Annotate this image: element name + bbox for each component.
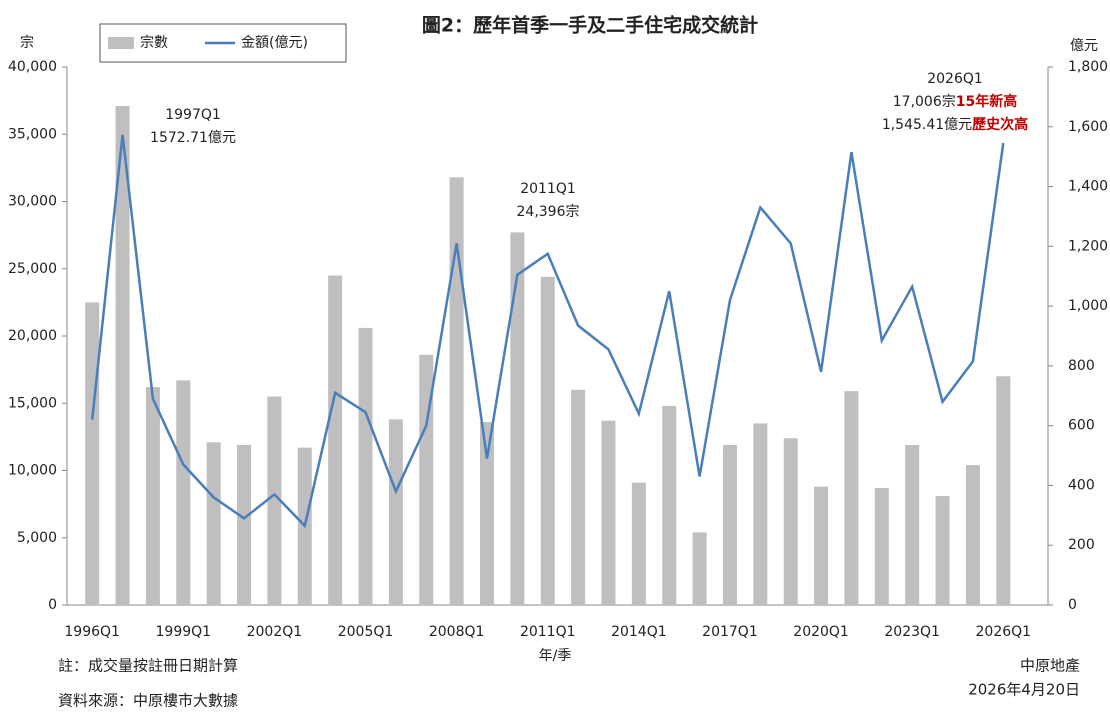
bar: [176, 380, 191, 605]
y-tick-label: 10,000: [8, 463, 57, 479]
y-tick-label: 15,000: [8, 395, 57, 411]
annotation-text: 1,545.41億元: [882, 117, 972, 133]
bar: [814, 486, 829, 605]
bar: [388, 419, 403, 605]
annotation-text: 1997Q1: [165, 107, 221, 123]
bar: [935, 496, 950, 605]
x-tick-label: 1999Q1: [156, 624, 212, 640]
bar: [358, 327, 373, 605]
bar: [145, 387, 160, 605]
bar: [540, 276, 555, 605]
bar: [996, 376, 1011, 605]
x-axis-label: 年/季: [539, 648, 572, 664]
y2-axis-label: 億元: [1070, 38, 1098, 54]
y-tick-label: 20,000: [8, 328, 57, 344]
y-tick-label: 0: [48, 597, 57, 613]
legend-swatch: [108, 37, 134, 49]
chart-title: 圖2：歷年首季一手及二手住宅成交統計: [422, 14, 758, 37]
y-tick-label: 5,000: [17, 530, 57, 546]
x-tick-label: 1996Q1: [64, 624, 120, 640]
x-tick-label: 2011Q1: [520, 624, 576, 640]
bar: [783, 438, 798, 605]
bar: [449, 177, 464, 606]
y2-tick-label: 1,000: [1068, 298, 1108, 314]
y-tick-label: 25,000: [8, 261, 57, 277]
line: [90, 134, 1005, 529]
annotation: 24,396宗: [517, 204, 580, 220]
bar: [662, 405, 677, 605]
y2-tick-label: 1,600: [1068, 119, 1108, 135]
annotation: 1997Q1: [165, 107, 221, 123]
annotation: 1,545.41億元歷史次高: [882, 116, 1028, 133]
bar: [753, 423, 768, 605]
y2-tick-label: 800: [1068, 358, 1095, 374]
bar: [571, 389, 586, 605]
bar: [874, 487, 889, 605]
annotation-text: 24,396宗: [517, 204, 580, 220]
annotation: 1572.71億元: [150, 130, 236, 146]
bar: [601, 420, 616, 605]
bar: [115, 106, 130, 605]
y2-tick-label: 600: [1068, 418, 1095, 434]
annotation-text: 1572.71億元: [150, 130, 236, 146]
bar: [905, 444, 920, 605]
bar: [692, 532, 707, 605]
bar: [267, 396, 282, 605]
source: 中原地產: [1020, 657, 1080, 675]
source-date: 2026年4月20日: [968, 681, 1080, 699]
legend-box: [99, 23, 347, 63]
legend-label: 金額(億元): [241, 35, 308, 51]
annotation-text: 2026Q1: [927, 71, 983, 87]
annotation-text: 17,006宗: [893, 94, 956, 110]
y2-tick-label: 0: [1068, 597, 1077, 613]
x-tick-label: 2008Q1: [429, 624, 485, 640]
note: 資料來源：中原樓市大數據: [58, 692, 238, 710]
bar: [206, 442, 221, 605]
y-tick-label: 40,000: [8, 59, 57, 75]
y-tick-label: 35,000: [8, 126, 57, 142]
y2-tick-label: 1,200: [1068, 238, 1108, 254]
x-tick-label: 2014Q1: [611, 624, 667, 640]
annotation: 17,006宗15年新高: [893, 93, 1017, 110]
annotation-text: 2011Q1: [520, 181, 576, 197]
x-tick-label: 2005Q1: [338, 624, 394, 640]
y2-tick-label: 1,400: [1068, 179, 1108, 195]
bar: [85, 302, 100, 605]
legend-label: 宗數: [140, 35, 168, 51]
x-tick-label: 2020Q1: [793, 624, 849, 640]
bar: [510, 232, 525, 605]
annotation-highlight: 歷史次高: [972, 116, 1028, 133]
bar: [419, 354, 434, 605]
x-tick-label: 2023Q1: [884, 624, 940, 640]
bar: [479, 422, 494, 605]
x-tick-label: 2017Q1: [702, 624, 758, 640]
bar: [965, 465, 980, 605]
y2-tick-label: 200: [1068, 537, 1095, 553]
note: 註：成交量按註冊日期計算: [58, 657, 238, 675]
bar: [631, 482, 646, 605]
annotation-highlight: 15年新高: [956, 93, 1017, 110]
x-tick-label: 2002Q1: [247, 624, 303, 640]
bar: [844, 391, 859, 605]
bar: [237, 444, 252, 605]
annotation: 2011Q1: [520, 181, 576, 197]
y-tick-label: 30,000: [8, 194, 57, 210]
y2-tick-label: 400: [1068, 477, 1095, 493]
annotation: 2026Q1: [927, 71, 983, 87]
y2-tick-label: 1,800: [1068, 59, 1108, 75]
bar: [722, 444, 737, 605]
x-tick-label: 2026Q1: [976, 624, 1032, 640]
y-axis-label: 宗: [20, 35, 34, 51]
bar: [328, 275, 343, 605]
